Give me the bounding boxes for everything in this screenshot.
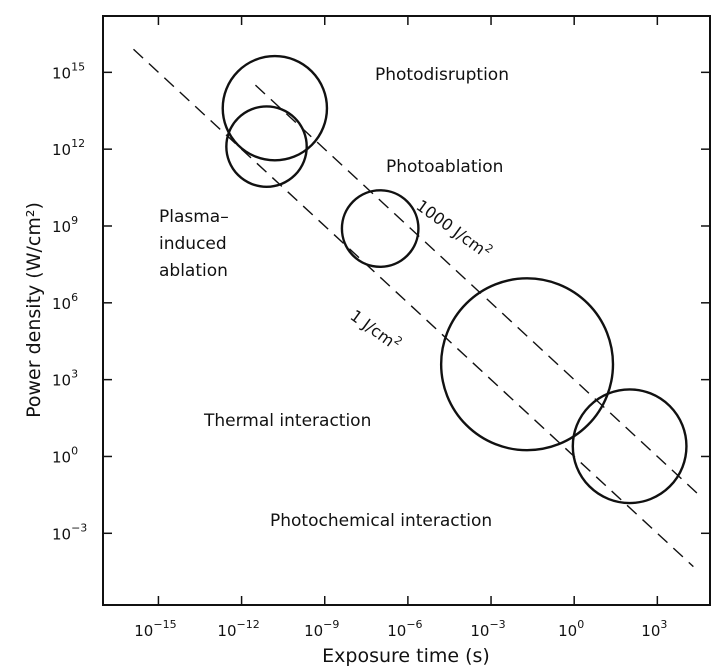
region-circle: [340, 189, 420, 269]
y-tick-exponent: 0: [71, 444, 78, 457]
y-tick-exponent: 12: [71, 137, 85, 150]
x-tick-label: 10−9: [304, 618, 339, 640]
x-tick-label: 10−6: [387, 618, 422, 640]
x-tick-exponent: −9: [323, 618, 339, 631]
y-tick-exponent: 9: [71, 214, 78, 227]
fluence-line: [254, 84, 700, 496]
fluence-lines: [133, 48, 700, 568]
y-axis-title: Power density (W/cm²): [23, 202, 45, 418]
y-tick-exponent: −3: [71, 521, 87, 534]
label-plasma-line1: Plasma–: [159, 207, 229, 227]
region-labels: Photodisruption Photoablation Plasma– in…: [159, 65, 509, 531]
interaction-regions: [221, 54, 688, 505]
x-tick-exponent: 3: [660, 618, 667, 631]
label-photodisruption: Photodisruption: [375, 65, 509, 85]
label-photochemical-interaction: Photochemical interaction: [270, 511, 492, 531]
x-axis-title: Exposure time (s): [322, 645, 490, 667]
label-plasma-line3: ablation: [159, 261, 228, 281]
x-tick-exponent: −12: [237, 618, 260, 631]
x-tick-label: 103: [641, 618, 667, 640]
x-tick-exponent: 0: [577, 618, 584, 631]
plot-frame: [102, 15, 711, 606]
label-photoablation: Photoablation: [386, 157, 503, 177]
label-fluence-1000: 1000 J/cm2: [413, 194, 496, 262]
y-tick-label: 1012: [52, 137, 85, 159]
label-plasma-line2: induced: [159, 234, 227, 254]
fluence-1000-text: 1000 J/cm: [413, 196, 489, 259]
y-tick-label: 106: [52, 291, 78, 313]
label-fluence-1: 1 J/cm2: [347, 304, 405, 354]
y-tick-exponent: 15: [71, 60, 85, 73]
y-tick-label: 100: [52, 444, 78, 466]
label-thermal-interaction: Thermal interaction: [203, 411, 371, 431]
fluence-line: [133, 48, 694, 568]
x-tick-exponent: −6: [406, 618, 422, 631]
region-circle: [225, 105, 308, 188]
y-tick-label: 103: [52, 368, 78, 390]
y-tick-label: 10−3: [52, 521, 87, 543]
y-tick-label: 109: [52, 214, 78, 236]
x-tick-label: 100: [558, 618, 584, 640]
x-tick-label: 10−12: [217, 618, 259, 640]
region-circle: [571, 388, 688, 505]
y-tick-exponent: 6: [71, 291, 78, 304]
y-tick-label: 1015: [52, 60, 85, 82]
x-tick-exponent: −3: [489, 618, 505, 631]
y-tick-exponent: 3: [71, 368, 78, 381]
region-circle: [439, 277, 615, 452]
fluence-1-text: 1 J/cm: [347, 306, 398, 351]
x-tick-exponent: −15: [153, 618, 176, 631]
x-tick-label: 10−3: [470, 618, 505, 640]
x-tick-label: 10−15: [134, 618, 176, 640]
region-circle: [221, 54, 329, 162]
